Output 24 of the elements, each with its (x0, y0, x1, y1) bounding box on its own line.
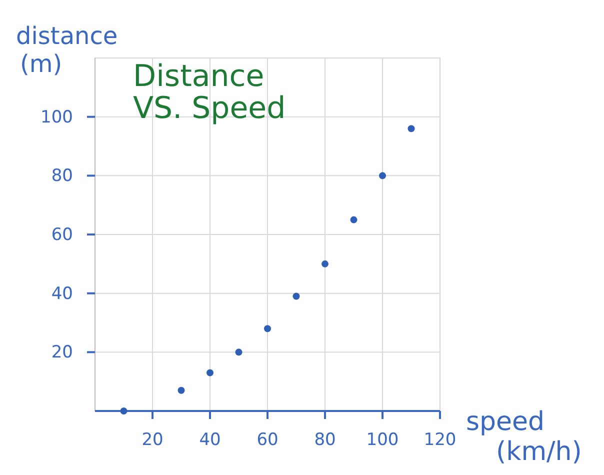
x-tick-label: 60 (256, 430, 278, 450)
y-tick-label: 20 (51, 342, 73, 363)
point (350, 216, 358, 224)
point (235, 348, 242, 356)
text: Distance VS. Speed (133, 59, 286, 126)
x-axis-title: speed (km/h) (466, 407, 582, 467)
point (264, 325, 271, 332)
point (206, 369, 214, 376)
y-tick-label: 40 (51, 284, 73, 304)
x-tick-label: 100 (366, 430, 399, 450)
x-tick-label: 20 (142, 430, 164, 450)
y-axis-title: distance (m) (16, 22, 118, 78)
point (379, 172, 386, 180)
point (322, 260, 328, 268)
point (178, 386, 185, 394)
x-tick-label: 120 (424, 430, 456, 450)
y-tick-label: 60 (51, 224, 73, 245)
x-tick-label: 80 (314, 430, 336, 450)
y-tick-label: 80 (51, 166, 73, 186)
x-tick-label: 40 (199, 430, 221, 450)
point (408, 125, 415, 132)
point (120, 408, 128, 414)
y-tick-label: 100 (40, 107, 73, 128)
point (292, 292, 300, 300)
